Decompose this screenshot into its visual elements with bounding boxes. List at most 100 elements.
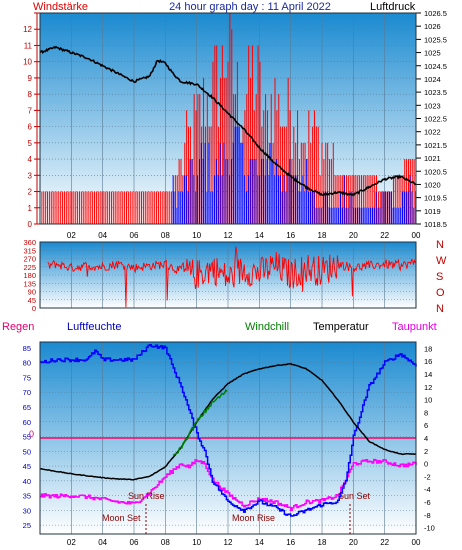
x-tick-label: 02 bbox=[67, 231, 76, 240]
direction-tick-label: 270 bbox=[23, 255, 36, 264]
pressure-tick-label: 1026.5 bbox=[424, 9, 447, 18]
climate-panel-frame bbox=[39, 341, 417, 535]
humidity-tick-label: 55 bbox=[23, 433, 31, 442]
legend-rain: Regen bbox=[2, 321, 34, 333]
climate-x-axis: 02 04 06 08 10 12 14 16 18 20 22 00 bbox=[67, 538, 421, 547]
x-tick-label: 10 bbox=[192, 538, 201, 547]
temperature-tick-label: 18 bbox=[424, 344, 432, 353]
compass-label: N bbox=[436, 239, 444, 251]
direction-tick-label: 90 bbox=[28, 288, 36, 297]
temperature-tick-label: 6 bbox=[424, 421, 428, 430]
x-tick-label: 20 bbox=[349, 538, 358, 547]
pressure-path bbox=[39, 45, 417, 197]
pressure-tick-label: 1026 bbox=[424, 22, 441, 31]
direction-panel-frame bbox=[39, 241, 417, 309]
humidity-tick-label: 85 bbox=[23, 344, 31, 353]
wind-tick-label: 10 bbox=[23, 58, 32, 67]
x-tick-label: 08 bbox=[161, 231, 170, 240]
x-tick-label: 14 bbox=[255, 231, 264, 240]
wind-pressure-grid bbox=[40, 12, 417, 225]
wind-tick-label: 5 bbox=[28, 139, 33, 148]
humidity-tick-label: 80 bbox=[23, 359, 31, 368]
x-tick-label: 02 bbox=[67, 538, 76, 547]
wind-tick-label: 3 bbox=[28, 171, 33, 180]
temperature-y-axis: -10 -8 -6 -4 -2 0 2 4 6 8 10 12 14 16 18 bbox=[424, 344, 435, 532]
temperature-tick-label: 14 bbox=[424, 370, 432, 379]
pressure-tick-label: 1022.5 bbox=[424, 115, 447, 124]
x-tick-label: 00 bbox=[412, 538, 421, 547]
humidity-tick-label: 60 bbox=[23, 418, 31, 427]
direction-tick-label: 45 bbox=[28, 296, 36, 305]
sun-set-label: Sun Set bbox=[338, 491, 371, 501]
humidity-tick-label: 45 bbox=[23, 462, 31, 471]
rain-zero-label: 0 bbox=[29, 429, 34, 439]
pressure-tick-label: 1023.5 bbox=[424, 88, 447, 97]
x-tick-label: 06 bbox=[130, 231, 139, 240]
pressure-tick-label: 1024 bbox=[424, 75, 441, 84]
wind-tick-label: 11 bbox=[24, 41, 33, 50]
wind-tick-label: 2 bbox=[28, 188, 33, 197]
windchill-path bbox=[172, 388, 228, 457]
legend-temperature: Temperatur bbox=[313, 321, 369, 333]
temperature-tick-label: -8 bbox=[424, 511, 431, 520]
x-tick-label: 10 bbox=[192, 231, 201, 240]
pressure-tick-label: 1020.5 bbox=[424, 167, 447, 176]
legend-humidity: Luftfeuchte bbox=[67, 321, 121, 333]
x-tick-label: 12 bbox=[224, 231, 233, 240]
x-tick-label: 22 bbox=[380, 538, 389, 547]
humidity-path bbox=[40, 343, 417, 517]
average-bars bbox=[172, 126, 417, 224]
wind-tick-label: 8 bbox=[28, 90, 33, 99]
moon-set-label: Moon Set bbox=[102, 513, 141, 523]
compass-label: N bbox=[436, 303, 444, 315]
pressure-tick-label: 1021 bbox=[424, 154, 441, 163]
compass-label: O bbox=[436, 287, 445, 299]
x-tick-label: 06 bbox=[130, 538, 139, 547]
wind-tick-label: 12 bbox=[23, 25, 32, 34]
humidity-tick-label: 70 bbox=[23, 388, 31, 397]
x-tick-label: 16 bbox=[286, 231, 295, 240]
pressure-tick-label: 1024.5 bbox=[424, 62, 447, 71]
temperature-tick-label: 12 bbox=[424, 383, 432, 392]
humidity-tick-label: 25 bbox=[23, 521, 31, 530]
legend-windchill: Windchill bbox=[245, 321, 289, 333]
wind-tick-label: 6 bbox=[28, 123, 33, 132]
climate-lines bbox=[39, 343, 417, 517]
temperature-tick-label: -2 bbox=[424, 472, 431, 481]
compass-label: W bbox=[436, 255, 447, 267]
x-tick-label: 16 bbox=[286, 538, 295, 547]
wind-tick-label: 9 bbox=[28, 74, 33, 83]
temperature-tick-label: 0 bbox=[424, 460, 428, 469]
pressure-line bbox=[39, 45, 417, 197]
humidity-tick-label: 35 bbox=[23, 492, 31, 501]
wind-tick-label: 7 bbox=[28, 106, 33, 115]
x-tick-label: 14 bbox=[255, 538, 264, 547]
temperature-tick-label: 10 bbox=[424, 396, 432, 405]
temperature-tick-label: -10 bbox=[424, 524, 435, 533]
direction-tick-label: 180 bbox=[23, 271, 36, 280]
direction-path bbox=[47, 246, 416, 308]
temperature-tick-label: 16 bbox=[424, 357, 432, 366]
pressure-tick-label: 1018.5 bbox=[424, 220, 447, 229]
pressure-tick-label: 1021.5 bbox=[424, 141, 447, 150]
direction-tick-label: 225 bbox=[23, 263, 36, 272]
wind-panel-frame bbox=[39, 12, 417, 225]
temperature-tick-label: 4 bbox=[424, 434, 428, 443]
pressure-tick-label: 1020 bbox=[424, 180, 441, 189]
direction-line bbox=[47, 246, 416, 308]
wind-x-axis: 02 04 06 08 10 12 14 16 18 20 22 00 bbox=[67, 231, 421, 240]
moon-rise-label: Moon Rise bbox=[232, 513, 275, 523]
wind-tick-label: 0 bbox=[28, 220, 33, 229]
sun-rise-label: Sun Rise bbox=[128, 491, 165, 501]
direction-tick-label: 135 bbox=[23, 279, 36, 288]
humidity-tick-label: 75 bbox=[23, 373, 31, 382]
pressure-tick-label: 1025.5 bbox=[424, 35, 447, 44]
x-tick-label: 18 bbox=[318, 538, 327, 547]
pressure-tick-label: 1025 bbox=[424, 49, 441, 58]
compass-label: S bbox=[436, 271, 443, 283]
x-tick-label: 04 bbox=[98, 231, 107, 240]
